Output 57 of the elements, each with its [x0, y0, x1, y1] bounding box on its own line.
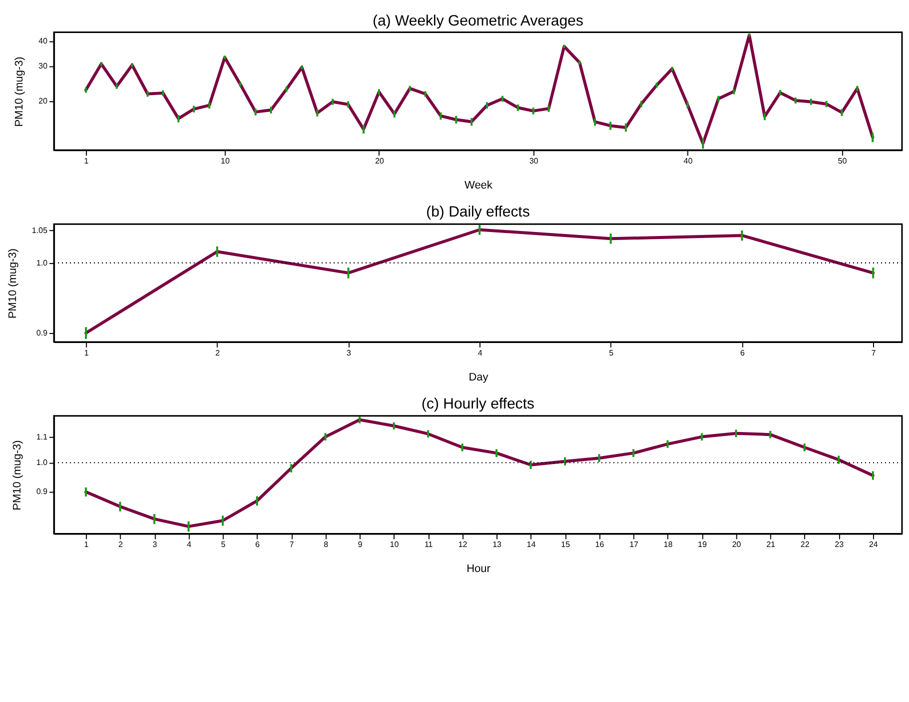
x-tick-label: 11: [424, 540, 434, 550]
y-axis-title: PM10 (mug-3): [14, 56, 26, 127]
chart-title: (b) Daily effects: [426, 204, 530, 221]
x-tick-label: 22: [800, 540, 810, 550]
y-tick-label: 40: [38, 36, 48, 46]
y-tick-label: 1.0: [36, 458, 48, 468]
x-tick-label: 20: [375, 156, 384, 166]
x-tick-label: 5: [609, 348, 614, 358]
x-tick-label: 17: [629, 540, 639, 550]
x-tick-label: 2: [118, 540, 124, 550]
x-tick-label: 6: [255, 540, 260, 550]
line-series: [84, 418, 874, 528]
x-tick-label: 7: [871, 348, 876, 358]
x-tick-label: 4: [478, 348, 483, 358]
x-tick-label: 1: [84, 348, 90, 358]
x-tick-label: 30: [529, 156, 539, 166]
chart-title: (a) Weekly Geometric Averages: [372, 12, 584, 30]
x-tick-label: 4: [186, 540, 192, 550]
x-tick-label: 24: [868, 540, 878, 550]
y-tick-label: 0.9: [36, 486, 48, 496]
x-tick-label: 3: [152, 540, 158, 550]
x-tick-label: 20: [732, 540, 742, 550]
y-axis-title: PM10 (mug-3): [6, 248, 19, 319]
x-tick-label: 5: [221, 540, 226, 550]
x-tick-label: 21: [766, 540, 776, 550]
x-tick-label: 10: [390, 540, 400, 550]
y-tick-label: 0.9: [36, 328, 48, 338]
x-tick-label: 8: [324, 540, 329, 550]
x-tick-label: 14: [526, 540, 536, 550]
y-axis-title: PM10 (mug-3): [11, 440, 24, 510]
x-tick-label: 1: [84, 156, 90, 166]
x-tick-label: 13: [492, 540, 502, 550]
x-tick-label: 6: [740, 348, 746, 358]
y-tick-label: 1.1: [36, 432, 48, 442]
x-tick-label: 3: [346, 348, 352, 358]
x-tick-label: 12: [458, 540, 468, 550]
x-tick-label: 40: [684, 156, 694, 166]
x-tick-label: 9: [358, 540, 363, 550]
x-tick-label: 19: [698, 540, 708, 550]
x-axis-title: Hour: [466, 563, 491, 576]
x-axis-title: Day: [468, 371, 489, 384]
x-tick-label: 16: [595, 540, 605, 550]
y-tick-label: 1.0: [36, 258, 48, 268]
y-tick-label: 1.05: [32, 226, 48, 235]
line-series: [84, 228, 875, 335]
x-tick-label: 1: [84, 540, 90, 550]
x-tick-label: 2: [215, 348, 220, 358]
y-tick-label: 30: [38, 61, 48, 70]
x-tick-label: 18: [664, 540, 674, 550]
x-tick-label: 7: [289, 540, 294, 550]
x-tick-label: 50: [838, 156, 848, 166]
x-tick-label: 15: [561, 540, 570, 550]
x-tick-label: 23: [834, 540, 844, 550]
chart-title: (c) Hourly effects: [422, 395, 534, 412]
y-tick-label: 20: [38, 96, 48, 106]
x-axis-title: Week: [464, 180, 493, 192]
x-tick-label: 10: [220, 156, 230, 166]
